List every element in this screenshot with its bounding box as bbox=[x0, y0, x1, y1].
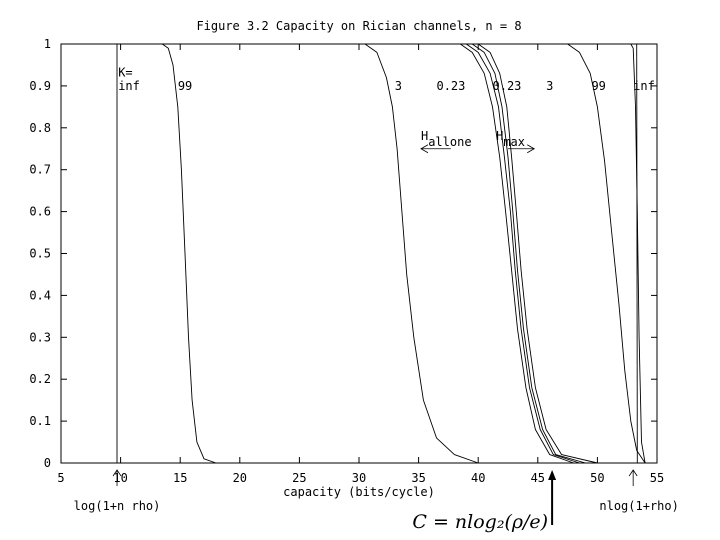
y-tick-label: 0.1 bbox=[29, 414, 51, 428]
curve-labels: K=inf 99 3 0.23 0.23 3 99 inf bbox=[118, 65, 655, 92]
annotation-symbol: H bbox=[421, 129, 428, 143]
y-tick-label: 1 bbox=[44, 37, 51, 51]
bottom-labels: log(1+n rho) nlog(1+rho) bbox=[74, 469, 679, 513]
series-line-2 bbox=[162, 43, 217, 464]
formula-text: C = nlog₂(ρ/e) bbox=[412, 511, 548, 533]
annotation-subscript: allone bbox=[428, 135, 471, 149]
annotations: Hallone Hmax bbox=[420, 129, 536, 154]
annotation-subscript: max bbox=[503, 135, 525, 149]
x-tick-label: 10 bbox=[113, 471, 127, 485]
x-axis-label: capacity (bits/cycle) bbox=[283, 485, 435, 499]
x-tick-label: 5 bbox=[57, 471, 64, 485]
x-tick-label: 55 bbox=[650, 471, 664, 485]
y-tick-label: 0.6 bbox=[29, 205, 51, 219]
chart-title: Figure 3.2 Capacity on Rician channels, … bbox=[196, 19, 521, 33]
curve-label: 0.23 bbox=[493, 79, 522, 93]
x-tick-label: 40 bbox=[471, 471, 485, 485]
series-line-5 bbox=[466, 43, 580, 464]
y-tick-label: 0 bbox=[44, 456, 51, 470]
bottom-arrowhead bbox=[112, 469, 122, 477]
axis-ticks: 5 10 15 20 25 30 35 40 45 50 55 0 0.1 0.2 0.3 0.4 0.5 0.6… bbox=[29, 37, 664, 485]
y-tick-label: 0.4 bbox=[29, 288, 51, 302]
x-tick-label: 50 bbox=[590, 471, 604, 485]
curve-label: 0.23 bbox=[436, 79, 465, 93]
series-line-8 bbox=[567, 43, 646, 464]
bottom-arrowhead bbox=[628, 469, 638, 477]
series-line-3 bbox=[364, 43, 479, 464]
series-line-9 bbox=[630, 43, 646, 464]
curve-label: K= bbox=[118, 65, 132, 79]
series-group bbox=[116, 43, 646, 464]
x-tick-label: 25 bbox=[292, 471, 306, 485]
x-tick-label: 20 bbox=[233, 471, 247, 485]
y-tick-label: 0.2 bbox=[29, 372, 51, 386]
y-tick-label: 0.7 bbox=[29, 163, 51, 177]
curve-label: 99 bbox=[591, 79, 605, 93]
formula-annotation: C = nlog₂(ρ/e) bbox=[412, 470, 557, 533]
series-line-10 bbox=[636, 43, 638, 464]
annotation-arrowhead bbox=[527, 144, 536, 154]
series-line-6 bbox=[471, 43, 586, 464]
curve-label: inf bbox=[633, 79, 655, 93]
bottom-label: nlog(1+rho) bbox=[599, 499, 678, 513]
annotation-label: Hmax bbox=[496, 129, 525, 149]
bottom-label: log(1+n rho) bbox=[74, 499, 161, 513]
annotation-symbol: H bbox=[496, 129, 503, 143]
series-line-4 bbox=[460, 43, 574, 464]
x-tick-label: 35 bbox=[411, 471, 425, 485]
series-line-7 bbox=[477, 43, 598, 464]
curve-label: inf bbox=[118, 79, 140, 93]
curve-label: 3 bbox=[546, 79, 553, 93]
formula-arrowhead bbox=[548, 470, 557, 480]
y-tick-label: 0.8 bbox=[29, 121, 51, 135]
x-tick-label: 30 bbox=[352, 471, 366, 485]
y-tick-label: 0.5 bbox=[29, 247, 51, 261]
annotation-arrowhead bbox=[420, 144, 429, 154]
curve-label: 3 bbox=[395, 79, 402, 93]
y-tick-label: 0.3 bbox=[29, 330, 51, 344]
x-tick-label: 45 bbox=[531, 471, 545, 485]
curve-label: 99 bbox=[178, 79, 192, 93]
annotation-label: Hallone bbox=[421, 129, 472, 149]
plot-frame bbox=[60, 43, 658, 464]
y-tick-label: 0.9 bbox=[29, 79, 51, 93]
x-tick-label: 15 bbox=[173, 471, 187, 485]
